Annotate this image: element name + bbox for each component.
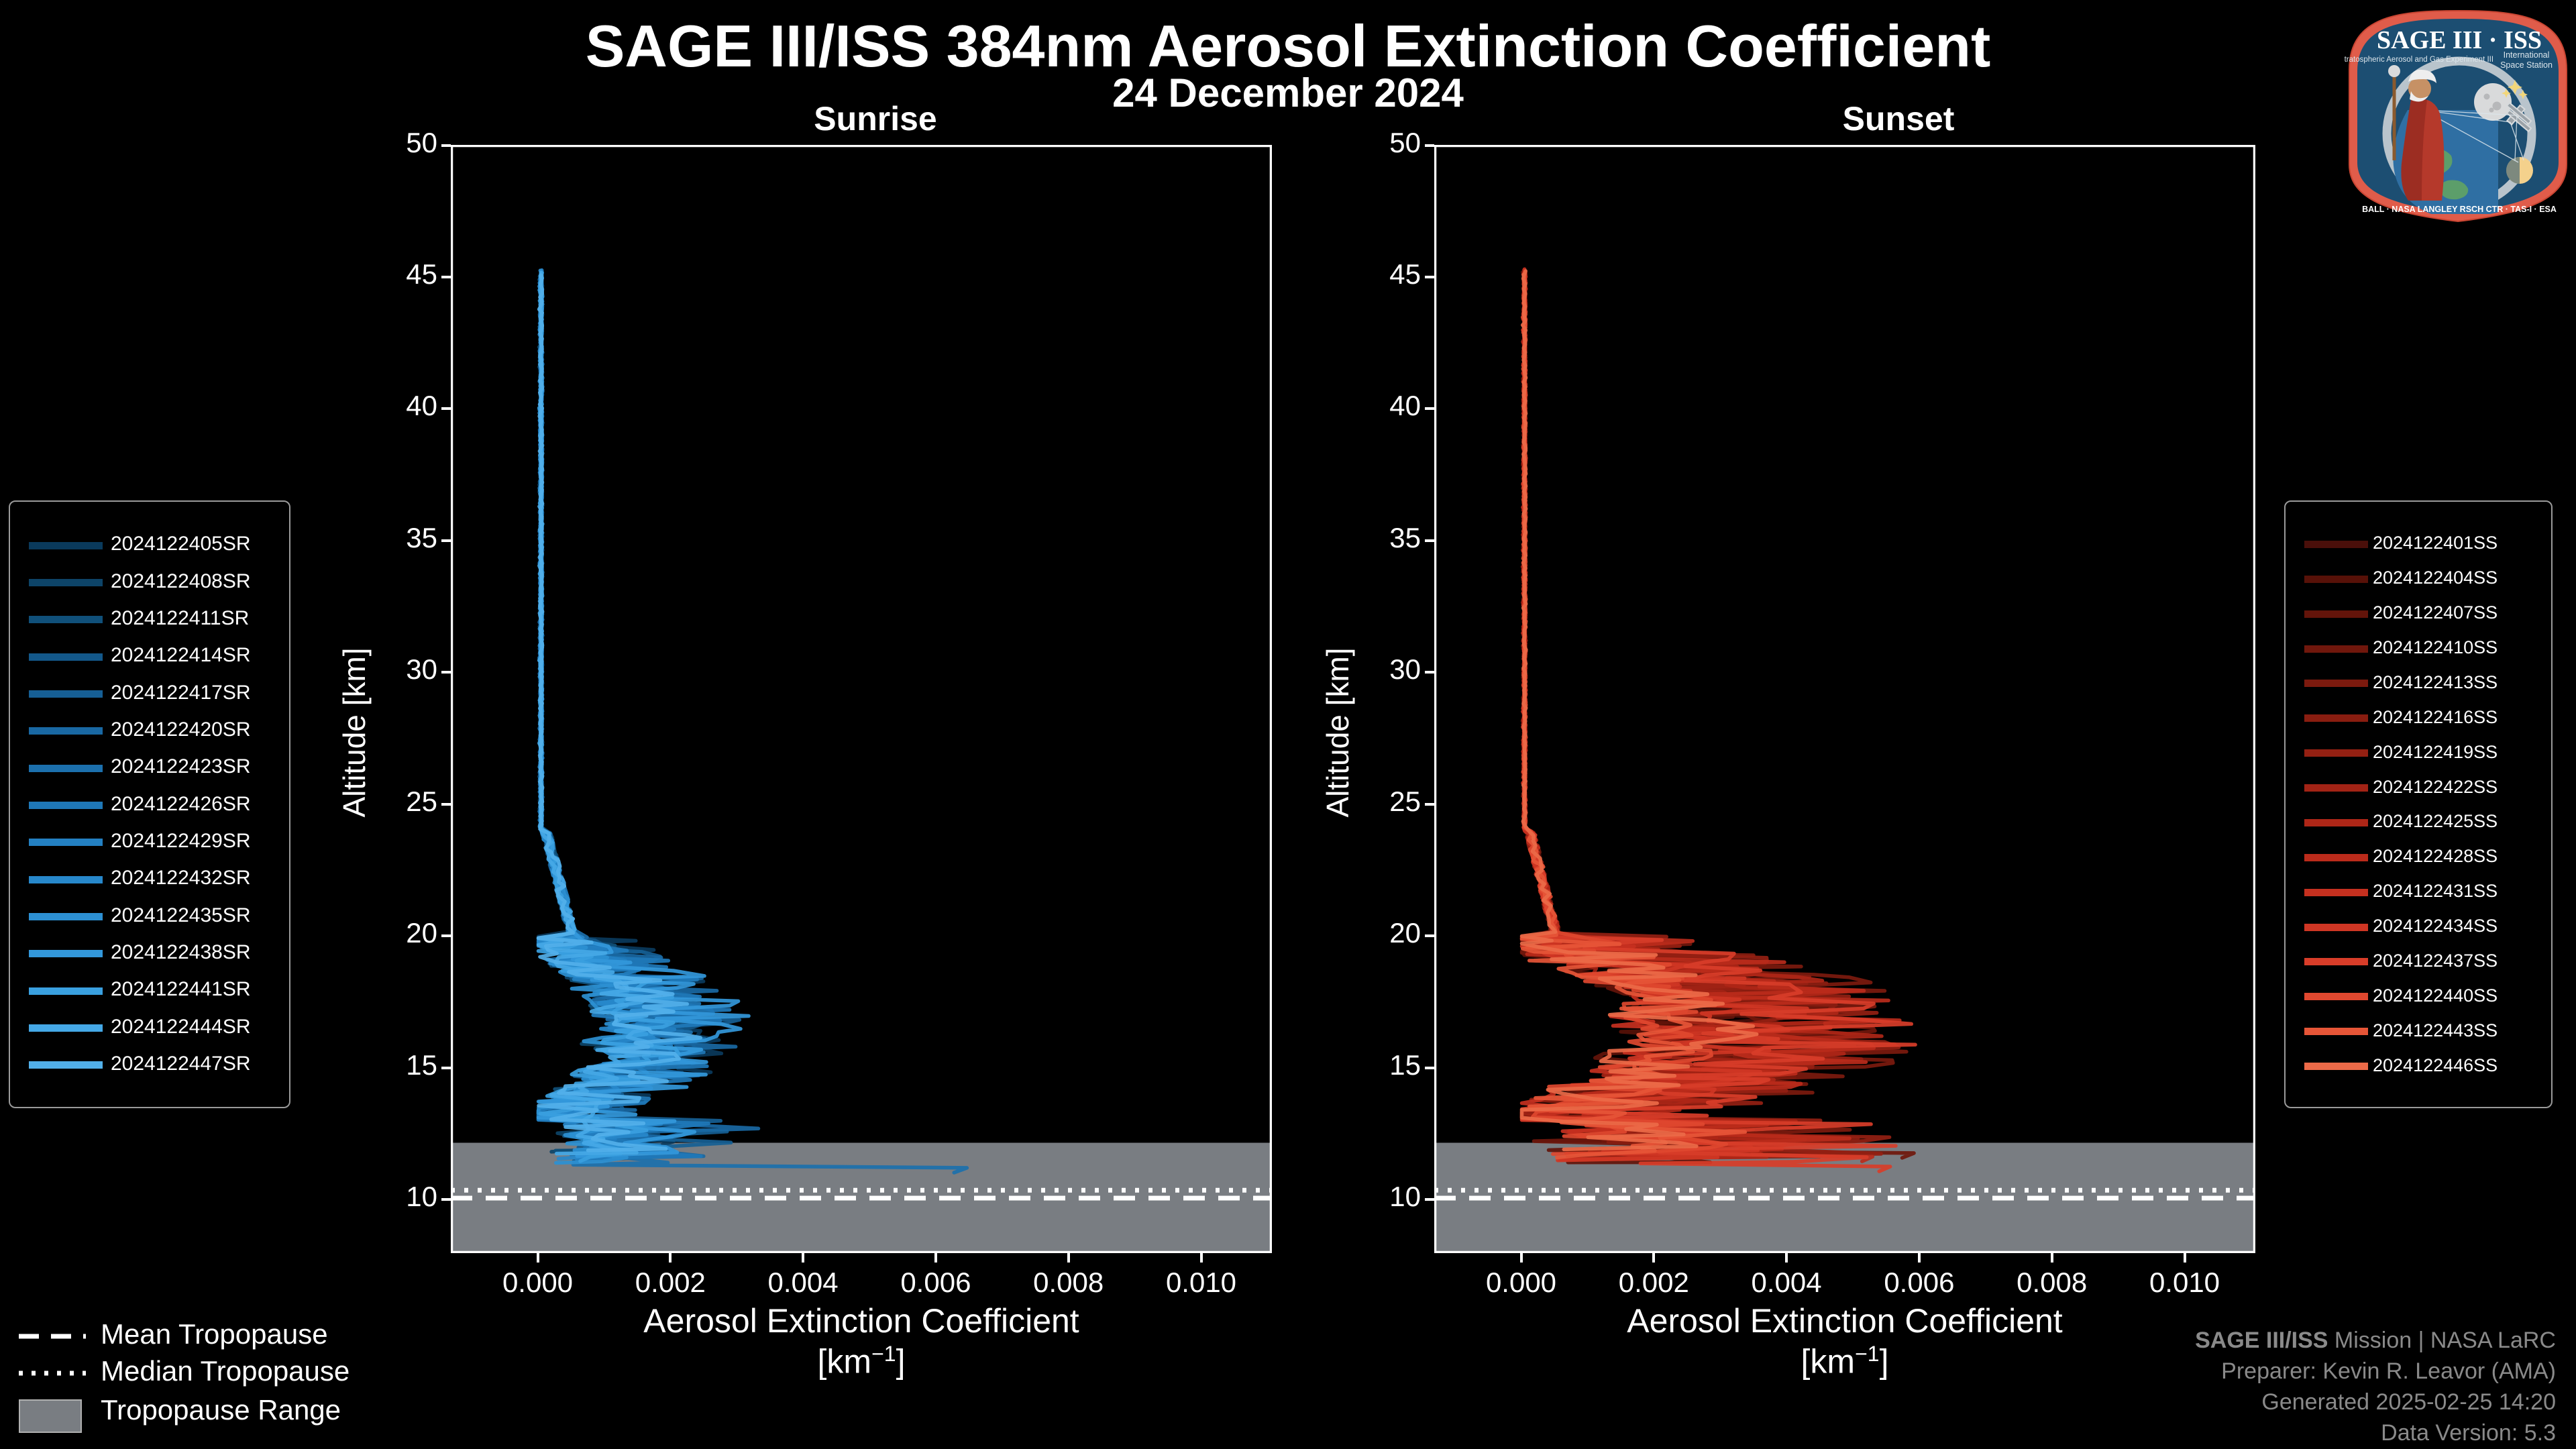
svg-text:Space Station: Space Station	[2500, 60, 2553, 70]
svg-text:BALL · NASA LANGLEY RSCH CTR ·: BALL · NASA LANGLEY RSCH CTR · TAS-I · E…	[2362, 205, 2557, 214]
svg-text:Stratospheric Aerosol and Gas: Stratospheric Aerosol and Gas Experiment…	[2344, 56, 2493, 64]
svg-text:International: International	[2504, 50, 2550, 60]
